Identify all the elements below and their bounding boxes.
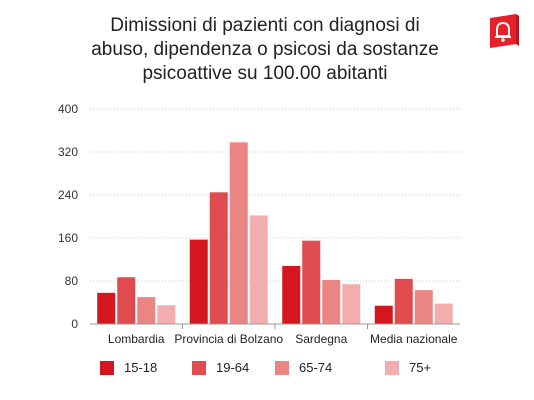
bar — [374, 305, 393, 324]
y-tick-label: 160 — [58, 231, 78, 245]
bar — [394, 278, 413, 324]
chart-title-line-2: abuso, dipendenza o psicosi da sostanze — [91, 39, 439, 60]
bar — [137, 297, 156, 324]
bell-book-icon — [486, 12, 522, 50]
chart-title-line-3: psicoattive su 100.00 abitanti — [142, 63, 388, 84]
legend-label: 19-64 — [216, 360, 250, 375]
bar — [249, 215, 268, 324]
x-category-label: Media nazionale — [370, 332, 458, 346]
y-tick-label: 320 — [58, 145, 78, 159]
y-tick-label: 400 — [58, 102, 78, 116]
bar — [322, 279, 341, 324]
y-tick-label: 0 — [71, 317, 78, 331]
legend-item: 75+ — [385, 360, 431, 375]
x-axis: Lombardia Provincia di Bolzano Sardegna Med… — [90, 323, 460, 346]
bar — [189, 239, 208, 324]
bars — [97, 142, 453, 324]
bar — [414, 290, 433, 324]
legend: 15-18 19-64 65-74 75+ — [0, 360, 534, 384]
bar — [97, 292, 116, 324]
x-category-label: Sardegna — [295, 332, 347, 346]
x-category-label: Lombardia — [108, 332, 165, 346]
legend-item: 65-74 — [275, 360, 332, 375]
gridlines — [90, 108, 460, 282]
y-tick-label: 80 — [65, 274, 79, 288]
legend-item: 15-18 — [100, 360, 157, 375]
bar — [117, 277, 136, 324]
chart-title-line-1: Dimissioni di pazienti con diagnosi di — [110, 15, 420, 36]
legend-label: 65-74 — [299, 360, 333, 375]
legend-swatch — [192, 360, 206, 375]
bar — [434, 303, 453, 324]
y-axis-ticks: 0 80 160 240 320 400 — [58, 102, 78, 331]
bar — [302, 240, 321, 324]
x-category-label: Provincia di Bolzano — [174, 332, 283, 346]
legend-swatch — [385, 360, 399, 375]
legend-swatch — [275, 360, 289, 375]
bar — [282, 265, 301, 324]
bar — [229, 142, 248, 324]
chart-title: Dimissioni di pazienti con diagnosi di a… — [80, 14, 450, 86]
legend-item: 19-64 — [192, 360, 249, 375]
legend-label: 75+ — [409, 360, 432, 375]
bar — [157, 305, 176, 324]
bar — [209, 192, 228, 324]
legend-label: 15-18 — [124, 360, 158, 375]
y-tick-label: 240 — [58, 188, 78, 202]
legend-swatch — [100, 360, 114, 375]
bar — [342, 284, 361, 324]
